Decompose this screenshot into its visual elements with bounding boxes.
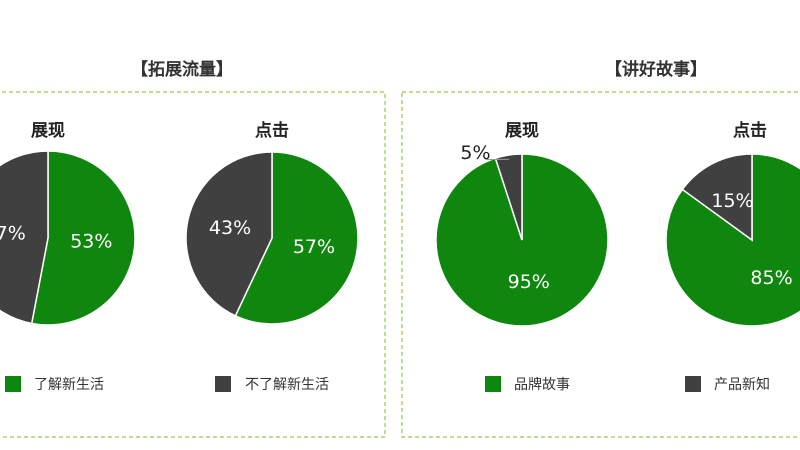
- chart-title: 展现: [505, 121, 539, 141]
- value-label: 95%: [508, 271, 550, 293]
- value-label: 15%: [711, 190, 753, 212]
- legend-swatch: [685, 376, 701, 392]
- legend-swatch: [485, 376, 501, 392]
- panel-title: 【讲好故事】: [605, 59, 707, 80]
- value-label: 43%: [209, 217, 251, 239]
- value-label: 57%: [293, 236, 335, 258]
- legend-label: 不了解新生活: [245, 377, 329, 393]
- legend-swatch: [215, 376, 231, 392]
- legend-label: 品牌故事: [514, 376, 570, 393]
- panel-frame: [401, 91, 800, 438]
- pie-slice: [681, 153, 753, 242]
- chart-title: 点击: [255, 120, 289, 141]
- pie-slice: [185, 151, 273, 317]
- chart-title: 点击: [733, 120, 767, 141]
- panel-frame: [0, 91, 386, 438]
- pie-slice: [30, 150, 136, 326]
- legend-swatch: [5, 376, 21, 392]
- value-label: 47%: [0, 222, 26, 244]
- pie-slice: [494, 153, 523, 241]
- chart-title: 展现: [31, 121, 65, 141]
- legend-label: 产品新知: [714, 376, 770, 393]
- pie-slice: [665, 153, 800, 327]
- panel-title: 【拓展流量】: [131, 59, 233, 80]
- value-label: 85%: [750, 267, 792, 289]
- value-label: 53%: [70, 231, 112, 253]
- value-label: 5%: [460, 142, 490, 164]
- pie-slice: [0, 150, 49, 325]
- pie-slice: [234, 151, 359, 325]
- legend-label: 了解新生活: [34, 377, 104, 393]
